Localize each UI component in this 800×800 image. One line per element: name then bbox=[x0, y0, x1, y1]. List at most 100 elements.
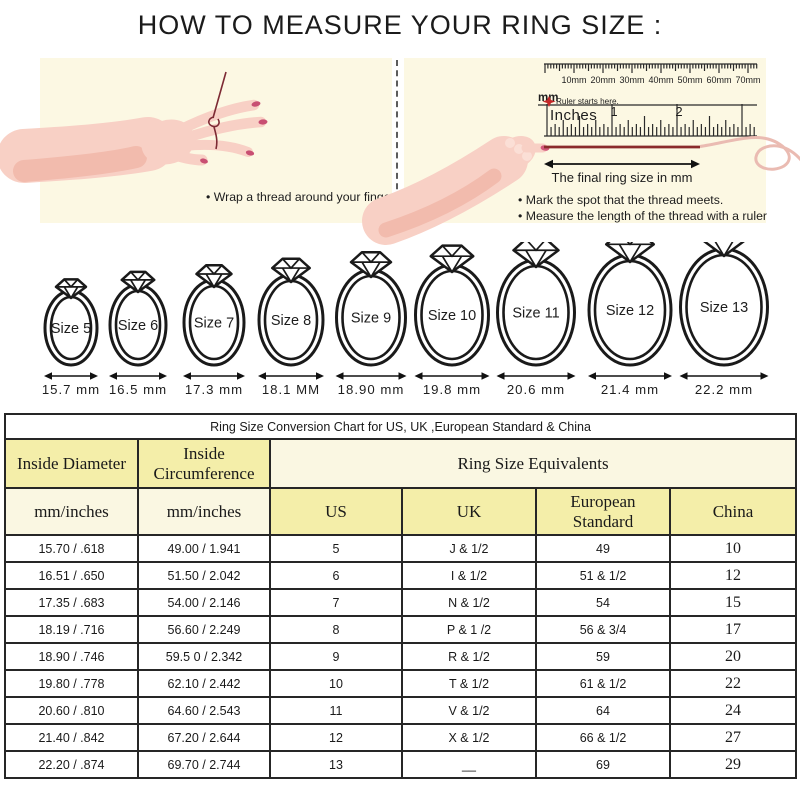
ring-item-size-13: Size 13 22.2 mm bbox=[679, 242, 769, 397]
table-row: 22.20 / .874 69.70 / 2.744 13 __ 69 29 bbox=[4, 750, 798, 779]
left-panel-instruction: • Wrap a thread around your finger bbox=[206, 190, 395, 204]
ruler-start-marker-icon bbox=[542, 96, 556, 107]
ring-item-size-11: Size 11 20.6 mm bbox=[496, 242, 576, 397]
subheader-european-standard: European Standard bbox=[535, 487, 671, 536]
table-row: 18.19 / .716 56.60 / 2.249 8 P & 1 /2 56 & 3… bbox=[4, 615, 798, 644]
table-row: 17.35 / .683 54.00 / 2.146 7 N & 1/2 54 15 bbox=[4, 588, 798, 617]
header-inside-circumference: Inside Circumference bbox=[137, 438, 271, 489]
hand-with-thread-icon bbox=[0, 71, 268, 183]
ring-size-label: Size 7 bbox=[194, 316, 234, 332]
diameter-arrow-icon bbox=[258, 372, 324, 380]
fingernail bbox=[251, 101, 261, 107]
ring-diameter-label: 17.3 mm bbox=[185, 382, 243, 397]
table-cell: 61 & 1/2 bbox=[535, 669, 671, 698]
ring-item-size-8: Size 8 18.1 MM bbox=[257, 257, 325, 397]
table-cell: 59.5 0 / 2.342 bbox=[137, 642, 271, 671]
table-cell: X & 1/2 bbox=[401, 723, 537, 752]
bullet-dot: • bbox=[518, 193, 526, 207]
table-cell: P & 1 /2 bbox=[401, 615, 537, 644]
table-cell: 24 bbox=[668, 696, 798, 725]
table-cell: 56 & 3/4 bbox=[535, 615, 671, 644]
table-cell: 20.60 / .810 bbox=[4, 696, 139, 725]
table-cell: 49 bbox=[535, 534, 671, 563]
diamond-icon bbox=[195, 264, 233, 289]
table-cell: 15 bbox=[668, 588, 798, 617]
ring-size-label: Size 5 bbox=[51, 321, 91, 337]
ring-diameter-label: 15.7 mm bbox=[42, 382, 100, 397]
table-cell: 59 bbox=[535, 642, 671, 671]
diameter-arrow-icon bbox=[679, 372, 769, 380]
ring-diameter-label: 22.2 mm bbox=[695, 382, 753, 397]
table-cell: 5 bbox=[269, 534, 403, 563]
subheader-mm-inches: mm/inches bbox=[137, 487, 271, 536]
table-cell: 49.00 / 1.941 bbox=[137, 534, 271, 563]
ring-size-label: Size 12 bbox=[606, 303, 654, 319]
table-cell: 10 bbox=[269, 669, 403, 698]
table-cell: V & 1/2 bbox=[401, 696, 537, 725]
diameter-arrow-icon bbox=[335, 372, 407, 380]
ring-item-size-5: Size 5 15.7 mm bbox=[42, 278, 100, 397]
diamond-icon bbox=[703, 242, 745, 258]
subheader-china: China bbox=[668, 487, 798, 536]
right-panel-instruction-2: • Measure the length of the thread with … bbox=[518, 209, 767, 223]
fingernail bbox=[200, 158, 208, 164]
diamond-icon bbox=[120, 270, 156, 294]
header-ring-size-equivalents: Ring Size Equivalents bbox=[268, 438, 798, 489]
ring-diameter-label: 18.1 MM bbox=[262, 382, 320, 397]
inch-number: 1 bbox=[610, 104, 617, 119]
table-cell: 51 & 1/2 bbox=[535, 561, 671, 590]
ring-size-label: Size 11 bbox=[512, 306, 559, 322]
table-cell: 7 bbox=[269, 588, 403, 617]
diameter-arrow-icon bbox=[109, 372, 167, 380]
ring-size-conversion-table: Ring Size Conversion Chart for US, UK ,E… bbox=[3, 413, 798, 779]
table-cell: J & 1/2 bbox=[401, 534, 537, 563]
table-cell: 17.35 / .683 bbox=[4, 588, 139, 617]
diamond-icon bbox=[349, 250, 393, 279]
diameter-arrow-icon bbox=[414, 372, 490, 380]
fingernail bbox=[258, 119, 268, 125]
table-cell: 54.00 / 2.146 bbox=[137, 588, 271, 617]
dashed-divider bbox=[396, 60, 398, 220]
mm-scale-label: 40mm bbox=[648, 75, 673, 85]
table-cell: 22.20 / .874 bbox=[4, 750, 139, 779]
wrap-thread-panel: • Wrap a thread around your finger bbox=[0, 58, 395, 223]
bullet-dot: • bbox=[206, 190, 214, 204]
table-cell: 9 bbox=[269, 642, 403, 671]
table-group-header-row: Inside Diameter Inside Circumference Ring … bbox=[4, 438, 798, 489]
diameter-arrow-icon bbox=[588, 372, 672, 380]
table-row: 19.80 / .778 62.10 / 2.442 10 T & 1/2 61 & 1… bbox=[4, 669, 798, 698]
table-cell: T & 1/2 bbox=[401, 669, 537, 698]
table-cell: 64.60 / 2.543 bbox=[137, 696, 271, 725]
bullet-dot: • bbox=[518, 209, 526, 223]
table-cell: I & 1/2 bbox=[401, 561, 537, 590]
table-cell: 15.70 / .618 bbox=[4, 534, 139, 563]
ruler-inch-ticks bbox=[546, 104, 755, 136]
table-cell: 12 bbox=[269, 723, 403, 752]
ring-diameter-label: 21.4 mm bbox=[601, 382, 659, 397]
table-row: 21.40 / .842 67.20 / 2.644 12 X & 1/2 66 & 1… bbox=[4, 723, 798, 752]
right-panel-instruction-1: • Mark the spot that the thread meets. bbox=[518, 193, 723, 207]
table-cell: 19.80 / .778 bbox=[4, 669, 139, 698]
ring-item-size-9: Size 9 18.90 mm bbox=[335, 250, 407, 397]
table-cell: 69 bbox=[535, 750, 671, 779]
ring-size-label: Size 8 bbox=[271, 313, 311, 329]
table-cell: 17 bbox=[668, 615, 798, 644]
table-cell: 29 bbox=[668, 750, 798, 779]
left-hand-illustration: • Wrap a thread around your finger bbox=[0, 71, 395, 204]
ring-diameter-label: 19.8 mm bbox=[423, 382, 481, 397]
table-cell: 20 bbox=[668, 642, 798, 671]
table-subheader-row: mm/inches mm/inches US UK European Standard C… bbox=[4, 487, 798, 536]
diamond-icon bbox=[429, 244, 475, 274]
table-title-row: Ring Size Conversion Chart for US, UK ,E… bbox=[3, 413, 798, 440]
ring-item-size-6: Size 6 16.5 mm bbox=[108, 270, 168, 397]
ring-item-size-7: Size 7 17.3 mm bbox=[182, 264, 246, 397]
mm-scale-label: 50mm bbox=[677, 75, 702, 85]
mm-scale-label: 20mm bbox=[590, 75, 615, 85]
table-row: 20.60 / .810 64.60 / 2.543 11 V & 1/2 64 24 bbox=[4, 696, 798, 725]
diamond-icon bbox=[512, 242, 560, 269]
inches-label: Inches bbox=[550, 107, 597, 124]
table-cell: 11 bbox=[269, 696, 403, 725]
table-row: 16.51 / .650 51.50 / 2.042 6 I & 1/2 51 & 1/… bbox=[4, 561, 798, 590]
